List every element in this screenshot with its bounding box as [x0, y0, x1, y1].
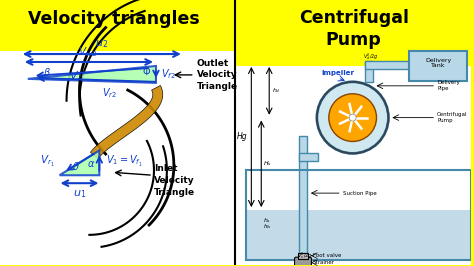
Circle shape	[329, 94, 376, 142]
Text: $h_{fs}$: $h_{fs}$	[263, 222, 272, 231]
Bar	[246, 170, 471, 260]
Text: $V_{r_1}$: $V_{r_1}$	[40, 154, 55, 169]
Text: Strainer: Strainer	[313, 260, 335, 265]
Text: $V_s^2/2g$: $V_s^2/2g$	[297, 251, 312, 261]
Text: Delivery
Pipe: Delivery Pipe	[437, 80, 460, 91]
Text: Centrifugal: Centrifugal	[299, 9, 409, 27]
Text: Hg: Hg	[237, 132, 247, 142]
Text: $\theta$: $\theta$	[72, 160, 79, 172]
Bar	[246, 210, 471, 260]
Text: $V_{f2}$: $V_{f2}$	[161, 67, 175, 81]
Text: Impeller: Impeller	[321, 70, 354, 76]
Text: $\beta$: $\beta$	[43, 66, 51, 80]
Text: $V_{w2}$: $V_{w2}$	[78, 45, 97, 59]
Circle shape	[349, 114, 356, 121]
FancyBboxPatch shape	[294, 257, 311, 266]
Text: $h_s$: $h_s$	[263, 216, 272, 225]
Text: $h_d$: $h_d$	[272, 86, 281, 95]
Text: Foot valve: Foot valve	[313, 253, 341, 258]
Text: $V_2$: $V_2$	[69, 69, 82, 83]
Bar	[298, 253, 308, 259]
Text: $\alpha$: $\alpha$	[87, 159, 96, 169]
Bar	[409, 51, 467, 81]
Circle shape	[317, 82, 388, 153]
Text: $u_2$: $u_2$	[95, 38, 108, 50]
Text: $V_1 = V_{f_1}$: $V_1 = V_{f_1}$	[106, 154, 143, 169]
Text: Outlet
Velocity
Triangle: Outlet Velocity Triangle	[197, 59, 238, 91]
Bar	[299, 135, 307, 253]
Text: $V_d^2/2g$: $V_d^2/2g$	[363, 51, 378, 62]
Polygon shape	[28, 66, 156, 83]
Text: $\Phi$: $\Phi$	[142, 65, 151, 77]
Bar	[365, 61, 409, 69]
Text: Velocity triangles: Velocity triangles	[28, 10, 200, 28]
Bar	[236, 66, 471, 265]
Text: $u_1$: $u_1$	[73, 188, 86, 200]
Text: Pump: Pump	[326, 31, 382, 49]
Bar	[365, 61, 373, 82]
Text: Delivery
Tank: Delivery Tank	[425, 57, 451, 68]
Polygon shape	[91, 85, 163, 158]
Text: Centrifugal
Pump: Centrifugal Pump	[437, 112, 467, 123]
Text: $V_{r2}$: $V_{r2}$	[102, 86, 117, 100]
Text: $H_s$: $H_s$	[263, 159, 272, 168]
Bar	[0, 51, 236, 265]
Bar	[299, 153, 318, 161]
Text: Suction Pipe: Suction Pipe	[343, 191, 376, 196]
Polygon shape	[60, 150, 100, 175]
Text: Inlet
Velocity
Triangle: Inlet Velocity Triangle	[154, 164, 195, 197]
